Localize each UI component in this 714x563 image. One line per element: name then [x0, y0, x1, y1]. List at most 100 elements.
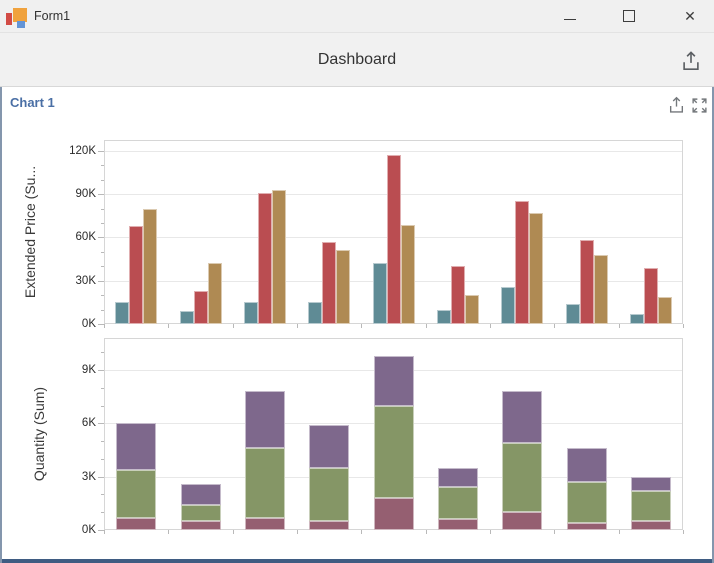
bar-segment[interactable]	[502, 442, 543, 513]
bar-segment[interactable]	[373, 355, 414, 406]
axis-major-tick	[98, 370, 104, 371]
bar[interactable]	[193, 290, 208, 324]
bar-segment[interactable]	[437, 519, 478, 530]
bar-segment[interactable]	[373, 405, 414, 498]
bar-segment[interactable]	[566, 448, 607, 482]
bar[interactable]	[436, 309, 451, 324]
bar-segment[interactable]	[309, 521, 350, 530]
bar-segment[interactable]	[116, 517, 157, 530]
bar-segment[interactable]	[630, 490, 671, 522]
axis-major-tick	[98, 194, 104, 196]
axis-major-tick	[98, 150, 104, 152]
bar[interactable]	[386, 155, 401, 324]
x-axis-tick	[554, 324, 556, 328]
x-axis-tick	[104, 530, 105, 534]
axis-major-tick	[98, 280, 104, 282]
axis-tick-label: 120K	[69, 144, 96, 157]
app-icon-red-block	[6, 13, 12, 25]
axis-major-tick	[98, 476, 104, 478]
x-axis-tick	[297, 324, 298, 328]
axis-major-tick	[98, 324, 104, 325]
bar[interactable]	[657, 296, 672, 324]
bar[interactable]	[243, 302, 258, 324]
bar-segment[interactable]	[244, 448, 285, 518]
axis-minor-tick	[101, 387, 104, 389]
app-icon-blue-block	[17, 21, 25, 28]
x-axis-tick	[490, 530, 491, 534]
x-axis-tick	[425, 324, 427, 328]
minimize-button[interactable]	[550, 0, 590, 32]
x-axis-tick	[297, 530, 298, 534]
bar-segment[interactable]	[630, 521, 671, 530]
bar-segment[interactable]	[180, 483, 221, 506]
bar[interactable]	[257, 192, 272, 324]
bar-segment[interactable]	[502, 512, 543, 530]
bar[interactable]	[115, 302, 130, 324]
bar-segment[interactable]	[244, 517, 285, 530]
bar[interactable]	[579, 240, 594, 324]
bar[interactable]	[565, 303, 580, 324]
bar[interactable]	[501, 286, 516, 324]
maximize-button[interactable]	[609, 0, 649, 32]
bar-segment[interactable]	[244, 391, 285, 449]
title-bar[interactable]: Form1 ✕	[0, 0, 714, 33]
bar[interactable]	[629, 313, 644, 324]
axis-major-tick	[98, 237, 104, 239]
bar-segment[interactable]	[566, 522, 607, 530]
axis-tick-label: 90K	[75, 188, 96, 201]
bar-segment[interactable]	[630, 476, 671, 491]
x-axis-tick	[361, 530, 363, 534]
close-button[interactable]: ✕	[670, 0, 710, 32]
bar-segment[interactable]	[502, 391, 543, 443]
x-axis-tick	[232, 324, 234, 328]
window-title: Form1	[34, 9, 71, 23]
axis-minor-tick	[101, 441, 104, 443]
bar-segment[interactable]	[437, 467, 478, 488]
bar-segment[interactable]	[180, 521, 221, 530]
expand-arrows-icon	[691, 97, 707, 113]
bar[interactable]	[271, 189, 286, 324]
bar[interactable]	[643, 267, 658, 324]
bar[interactable]	[515, 201, 530, 324]
bar-segment[interactable]	[116, 423, 157, 470]
bar[interactable]	[372, 263, 387, 324]
bar-segment[interactable]	[180, 505, 221, 522]
axis-minor-tick	[101, 295, 104, 297]
bar[interactable]	[308, 302, 323, 324]
bar-segment[interactable]	[309, 425, 350, 468]
y-axis-label: Quantity (Sum)	[31, 386, 47, 482]
axis-tick-label: 6K	[81, 417, 96, 430]
bar[interactable]	[529, 212, 544, 324]
bar[interactable]	[464, 295, 479, 324]
bar-segment[interactable]	[437, 487, 478, 520]
bar-segment[interactable]	[373, 498, 414, 530]
bar-segment[interactable]	[116, 469, 157, 518]
axis-minor-tick	[101, 266, 104, 268]
axis-tick-label: 30K	[75, 274, 96, 287]
bar[interactable]	[129, 225, 144, 324]
axis-minor-tick	[101, 251, 104, 253]
bar[interactable]	[322, 241, 337, 324]
item-maximize-button[interactable]	[689, 95, 709, 115]
bar-segment[interactable]	[566, 482, 607, 523]
dashboard-title: Dashboard	[317, 50, 397, 68]
x-axis-tick	[683, 324, 684, 328]
bar[interactable]	[336, 250, 351, 324]
axis-minor-tick	[101, 309, 104, 311]
maximize-icon	[623, 10, 635, 22]
item-export-button[interactable]	[666, 95, 686, 115]
axis-minor-tick	[101, 512, 104, 514]
axis-tick-label: 9K	[81, 364, 96, 376]
bar-segment[interactable]	[309, 467, 350, 522]
bar[interactable]	[179, 311, 194, 324]
bar[interactable]	[593, 254, 608, 324]
bar[interactable]	[450, 266, 465, 324]
bar[interactable]	[207, 263, 222, 324]
chart-item-title: Chart 1	[10, 95, 55, 110]
x-axis-tick	[683, 530, 684, 534]
bar[interactable]	[143, 208, 158, 324]
bar[interactable]	[400, 224, 415, 324]
app-icon	[0, 0, 32, 32]
dashboard-export-button[interactable]	[678, 48, 704, 74]
x-axis-tick	[361, 324, 363, 328]
